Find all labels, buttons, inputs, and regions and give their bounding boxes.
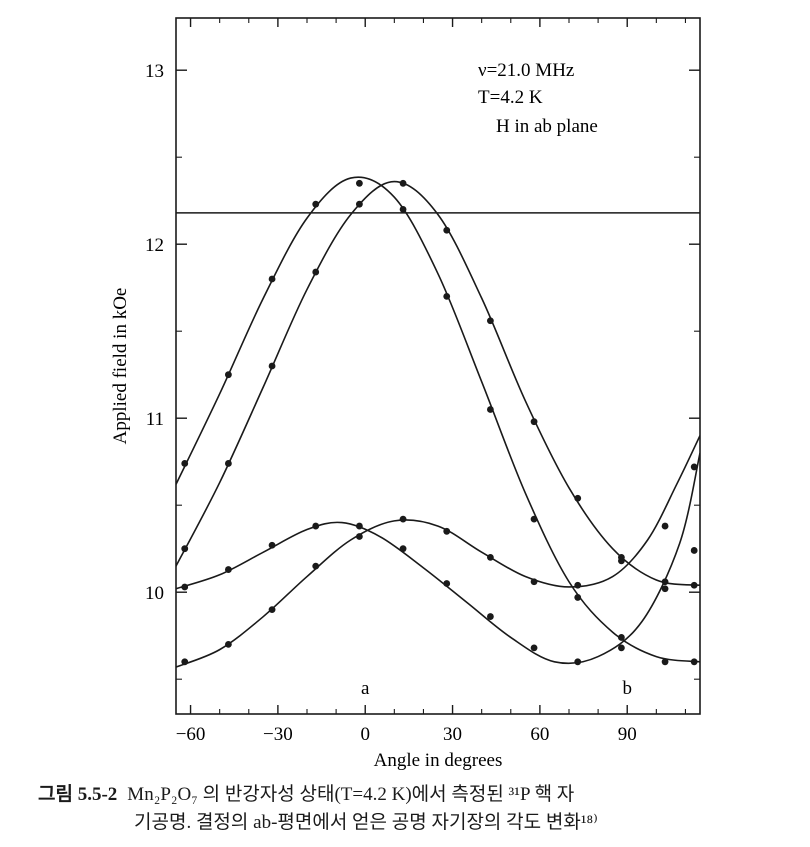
- series-2-point: [487, 317, 494, 325]
- series-4-point: [443, 527, 451, 535]
- series-4-point: [530, 578, 538, 586]
- series-3-point: [312, 522, 320, 530]
- series-4-point: [661, 522, 669, 530]
- series-3-point: [530, 644, 538, 652]
- series-1-point: [268, 275, 276, 283]
- series-1-point: [530, 515, 538, 523]
- series-2-point: [574, 494, 582, 502]
- series-4-point: [690, 547, 698, 554]
- series-4-point: [181, 658, 189, 666]
- series-3-point: [356, 522, 363, 530]
- caption-text-2: 기공명. 결정의 ab-평면에서 얻은 공명 자기장의 각도 변화¹⁸⁾: [134, 812, 598, 833]
- caption-line-1: 그림 5.5-2 Mn₂P₂O₇ 의 반강자성 상태(T=4.2 K)에서 측정된…: [38, 779, 574, 806]
- series-3-point: [225, 566, 232, 573]
- series-1-curve: [176, 176, 700, 663]
- x-tick-label: −30: [263, 724, 293, 745]
- series-1-point: [312, 200, 320, 208]
- x-tick-label: −60: [176, 724, 206, 745]
- x-tick-label: 60: [530, 724, 549, 745]
- series-2-point: [399, 179, 407, 187]
- series-2-curve: [176, 180, 700, 587]
- series-1-point: [356, 179, 363, 187]
- series-2-point: [443, 226, 451, 234]
- series-1-point: [487, 406, 494, 413]
- legend-annotation-3: H in ab plane: [496, 116, 598, 137]
- series-1-point: [181, 460, 189, 467]
- series-2-point: [661, 578, 669, 586]
- series-4-point: [225, 641, 232, 648]
- series-4-point: [312, 562, 320, 570]
- x-tick-label: 30: [443, 724, 462, 745]
- series-4-point: [356, 533, 363, 540]
- series-3-point: [574, 658, 582, 666]
- caption-text-1: Mn₂P₂O₇ 의 반강자성 상태(T=4.2 K)에서 측정된 ³¹P 핵 자: [127, 784, 575, 805]
- series-4-point: [399, 515, 407, 523]
- series-2-point: [690, 581, 698, 589]
- axis-mark-b: b: [622, 678, 632, 699]
- series-1-point: [618, 634, 625, 641]
- series-1-point: [574, 594, 582, 601]
- x-axis-label: Angle in degrees: [374, 750, 503, 771]
- series-2-point: [181, 545, 189, 553]
- series-4-point: [268, 606, 276, 613]
- series-1-point: [661, 658, 669, 666]
- y-tick-label: 12: [145, 235, 164, 256]
- series-3-point: [618, 644, 625, 652]
- series-3-point: [487, 613, 494, 620]
- series-1-point: [225, 371, 232, 379]
- x-tick-label: 90: [618, 724, 637, 745]
- legend-annotation-2: T=4.2 K: [478, 87, 543, 108]
- legend-annotation-1: ν=21.0 MHz: [478, 60, 574, 81]
- series-4-point: [618, 557, 625, 565]
- series-2-point: [268, 362, 276, 370]
- chart: −60 −30 0 30 60 90 10 11 12 13 ν=21.0 MHz T=4.2 K H…: [110, 17, 701, 771]
- caption-number: 그림 5.5-2: [38, 784, 118, 805]
- series-2-point: [530, 418, 538, 426]
- y-tick-label: 13: [145, 61, 164, 82]
- axis-mark-a: a: [361, 678, 370, 699]
- series-3-point: [268, 541, 276, 549]
- series-4-curve: [176, 435, 700, 668]
- series-1-point: [399, 206, 407, 213]
- series-1-point: [690, 658, 698, 666]
- series-3-point: [181, 583, 189, 591]
- series-4-point: [487, 554, 494, 561]
- series-1-point: [443, 293, 451, 300]
- series-3-point: [399, 545, 407, 553]
- y-tick-label: 10: [145, 583, 164, 604]
- series-2-point: [225, 460, 232, 467]
- series-3-point: [690, 463, 698, 471]
- series-2-point: [312, 268, 320, 276]
- y-tick-label: 11: [146, 409, 164, 430]
- series-3-point: [443, 580, 451, 587]
- y-axis-label: Applied field in kOe: [110, 288, 131, 445]
- series-4-point: [574, 581, 582, 589]
- series-3-point: [661, 585, 669, 593]
- plot-frame: [175, 17, 701, 715]
- caption-line-2: 기공명. 결정의 ab-평면에서 얻은 공명 자기장의 각도 변화¹⁸⁾: [134, 807, 598, 834]
- x-tick-label: 0: [360, 724, 370, 745]
- series-2-point: [356, 200, 363, 208]
